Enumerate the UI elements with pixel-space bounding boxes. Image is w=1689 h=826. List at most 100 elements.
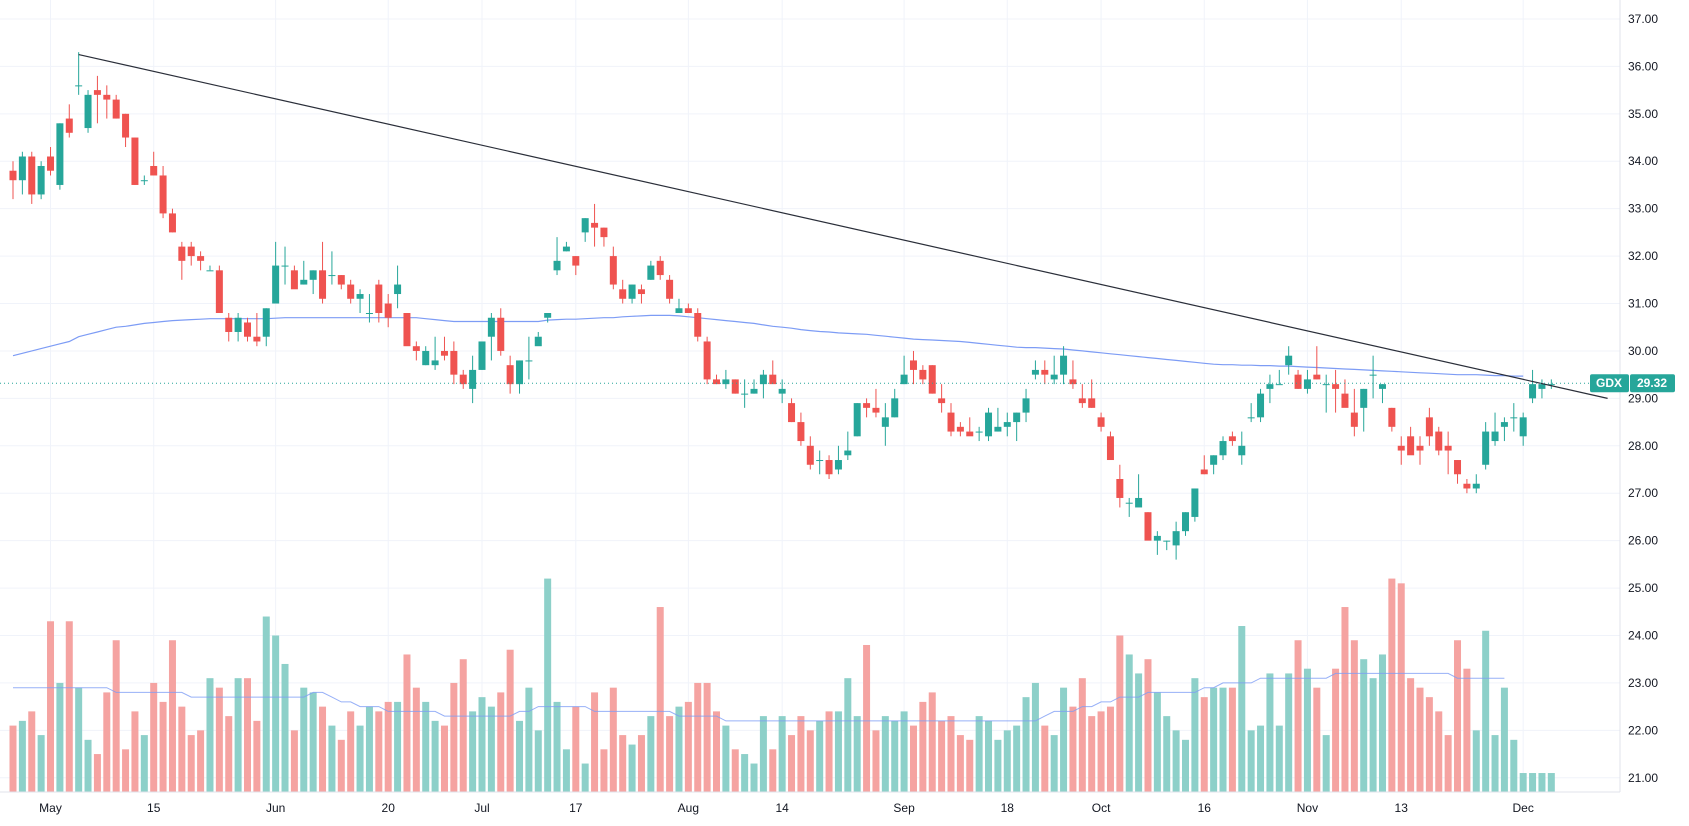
candle[interactable] (1378, 384, 1386, 404)
candle[interactable] (75, 52, 83, 95)
candle[interactable] (459, 369, 467, 389)
candle[interactable] (1163, 540, 1171, 551)
candle[interactable] (112, 94, 120, 119)
candle[interactable] (65, 104, 73, 138)
candle[interactable] (825, 455, 833, 479)
candle[interactable] (647, 260, 655, 280)
candle[interactable] (525, 336, 533, 380)
trendline[interactable] (78, 53, 1608, 399)
candle[interactable] (1031, 360, 1039, 380)
candle[interactable] (1407, 426, 1415, 456)
candle[interactable] (1088, 379, 1096, 408)
candle[interactable] (1135, 474, 1143, 508)
candle[interactable] (253, 313, 261, 347)
candle[interactable] (553, 237, 561, 276)
price-axis[interactable]: 37.00 36.00 35.00 34.00 33.00 32.00 31.00 30.00… (1628, 12, 1658, 785)
candle[interactable] (1285, 346, 1293, 375)
candle[interactable] (1444, 431, 1452, 475)
candle[interactable] (206, 265, 214, 272)
candle[interactable] (1050, 355, 1058, 385)
candle[interactable] (881, 403, 889, 446)
candle[interactable] (759, 369, 767, 399)
candle[interactable] (9, 161, 17, 200)
candle[interactable] (741, 379, 749, 408)
candle[interactable] (328, 251, 336, 285)
candle[interactable] (1013, 412, 1021, 442)
candle[interactable] (347, 279, 355, 304)
candle[interactable] (806, 436, 814, 470)
candle[interactable] (365, 294, 373, 323)
candle[interactable] (581, 218, 589, 242)
candle[interactable] (1219, 436, 1227, 461)
candle[interactable] (506, 355, 514, 394)
candle[interactable] (1097, 412, 1105, 432)
candle[interactable] (1116, 464, 1124, 508)
candle[interactable] (1425, 407, 1433, 446)
candle[interactable] (450, 341, 458, 385)
candle[interactable] (572, 256, 580, 276)
candle[interactable] (891, 388, 899, 418)
candle[interactable] (703, 336, 711, 385)
candle[interactable] (675, 298, 683, 314)
candle[interactable] (1388, 407, 1396, 432)
candle[interactable] (1416, 436, 1424, 465)
candle[interactable] (1144, 512, 1152, 541)
candle[interactable] (18, 151, 26, 195)
candle[interactable] (168, 208, 176, 233)
candle[interactable] (384, 294, 392, 328)
candle[interactable] (225, 313, 233, 342)
candle[interactable] (1435, 426, 1443, 456)
candle[interactable] (769, 360, 777, 385)
candle[interactable] (337, 275, 345, 290)
candle[interactable] (28, 151, 36, 204)
candle[interactable] (1360, 388, 1368, 432)
candle[interactable] (722, 369, 730, 389)
candle[interactable] (1003, 412, 1011, 437)
candle[interactable] (1266, 374, 1274, 404)
candle[interactable] (834, 445, 842, 475)
candle[interactable] (1060, 346, 1068, 385)
candle[interactable] (1510, 403, 1518, 432)
candle[interactable] (93, 75, 101, 124)
candle[interactable] (1313, 346, 1321, 380)
candle[interactable] (656, 256, 664, 280)
candle[interactable] (422, 346, 430, 366)
candle[interactable] (872, 388, 880, 418)
candle[interactable] (1491, 412, 1499, 446)
candle[interactable] (778, 379, 786, 404)
candle[interactable] (215, 265, 223, 314)
candle[interactable] (178, 241, 186, 280)
candle[interactable] (1069, 360, 1077, 389)
candle[interactable] (1182, 512, 1189, 536)
candle[interactable] (609, 246, 617, 290)
candle[interactable] (1022, 388, 1030, 423)
candle[interactable] (234, 313, 242, 342)
candle[interactable] (966, 417, 974, 437)
candle[interactable] (1369, 355, 1377, 399)
candle[interactable] (159, 165, 167, 219)
candle[interactable] (1332, 369, 1340, 413)
candle[interactable] (750, 379, 758, 394)
candle[interactable] (1463, 478, 1471, 494)
candle[interactable] (909, 350, 917, 385)
candle[interactable] (412, 341, 420, 361)
candle[interactable] (281, 246, 289, 285)
time-axis[interactable]: May 15 Jun 20 Jul 17 Aug 14 Sep 18 Oct 16 Nov 13 Dec (39, 801, 1534, 815)
candle[interactable] (600, 227, 608, 247)
candle[interactable] (975, 426, 983, 442)
candle[interactable] (1275, 369, 1283, 386)
candle[interactable] (684, 303, 692, 314)
candle[interactable] (1228, 431, 1236, 446)
candle[interactable] (356, 289, 364, 314)
candle[interactable] (431, 336, 439, 370)
candle[interactable] (394, 265, 402, 309)
candle[interactable] (1078, 384, 1086, 408)
candle[interactable] (947, 403, 955, 437)
candle[interactable] (1191, 488, 1199, 522)
candle[interactable] (309, 270, 317, 295)
candle[interactable] (300, 260, 308, 285)
candle[interactable] (131, 137, 139, 185)
candle[interactable] (1257, 388, 1265, 423)
candle[interactable] (1041, 360, 1049, 385)
candle[interactable] (694, 308, 702, 342)
